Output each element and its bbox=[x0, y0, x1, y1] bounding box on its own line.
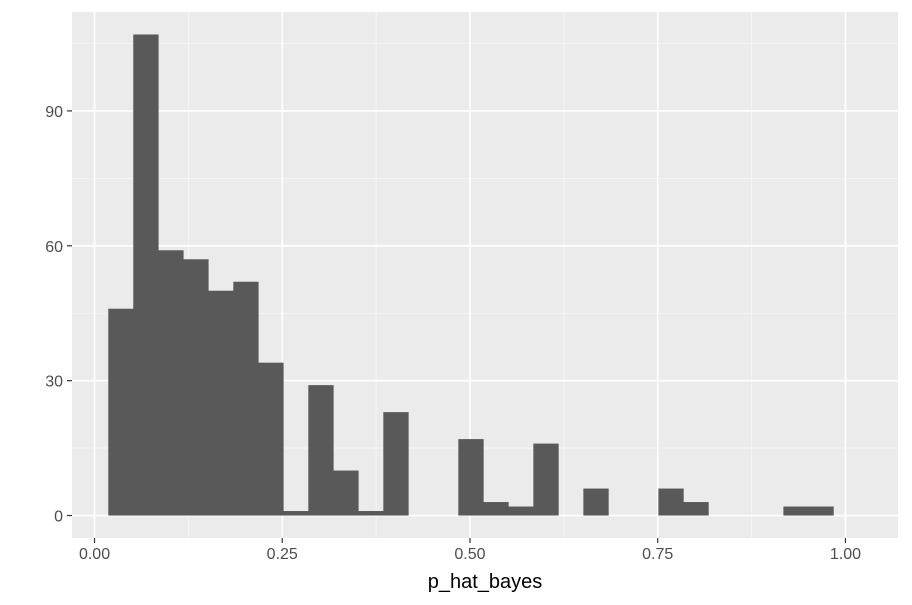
minor-gridlines bbox=[72, 12, 898, 538]
y-tick-label: 90 bbox=[45, 104, 63, 121]
histogram-bar bbox=[283, 511, 309, 516]
histogram-bar bbox=[158, 250, 184, 516]
histogram-bar bbox=[108, 308, 134, 516]
histogram-bar bbox=[508, 506, 534, 516]
histogram-bar bbox=[458, 439, 484, 516]
histogram-bar bbox=[358, 511, 384, 516]
histogram-bar bbox=[683, 502, 709, 516]
histogram-bar bbox=[258, 362, 284, 516]
histogram-bar bbox=[233, 281, 259, 516]
histogram-bar bbox=[658, 488, 684, 516]
y-axis-ticks: 0 30 60 90 bbox=[45, 104, 72, 526]
x-tick-label: 0.00 bbox=[79, 546, 110, 563]
histogram-bar bbox=[383, 412, 409, 516]
x-tick-label: 1.00 bbox=[830, 546, 861, 563]
y-tick-label: 60 bbox=[45, 239, 63, 256]
histogram-bar bbox=[583, 488, 609, 516]
histogram-bar bbox=[533, 443, 559, 516]
histogram-bar bbox=[808, 506, 834, 516]
histogram-bar bbox=[333, 470, 359, 516]
histogram-bars bbox=[108, 34, 834, 516]
histogram-bar bbox=[783, 506, 809, 516]
x-tick-label: 0.50 bbox=[454, 546, 485, 563]
histogram-bar bbox=[133, 34, 159, 516]
y-tick-label: 0 bbox=[54, 509, 63, 526]
x-tick-label: 0.25 bbox=[267, 546, 298, 563]
x-tick-label: 0.75 bbox=[642, 546, 673, 563]
histogram-bar bbox=[208, 290, 234, 516]
histogram-bar bbox=[308, 385, 334, 516]
x-axis-title: p_hat_bayes bbox=[428, 571, 543, 593]
histogram-bar bbox=[483, 502, 509, 516]
y-tick-label: 30 bbox=[45, 374, 63, 391]
histogram-bar bbox=[183, 259, 209, 516]
x-axis-ticks: 0.00 0.25 0.50 0.75 1.00 bbox=[79, 538, 861, 563]
